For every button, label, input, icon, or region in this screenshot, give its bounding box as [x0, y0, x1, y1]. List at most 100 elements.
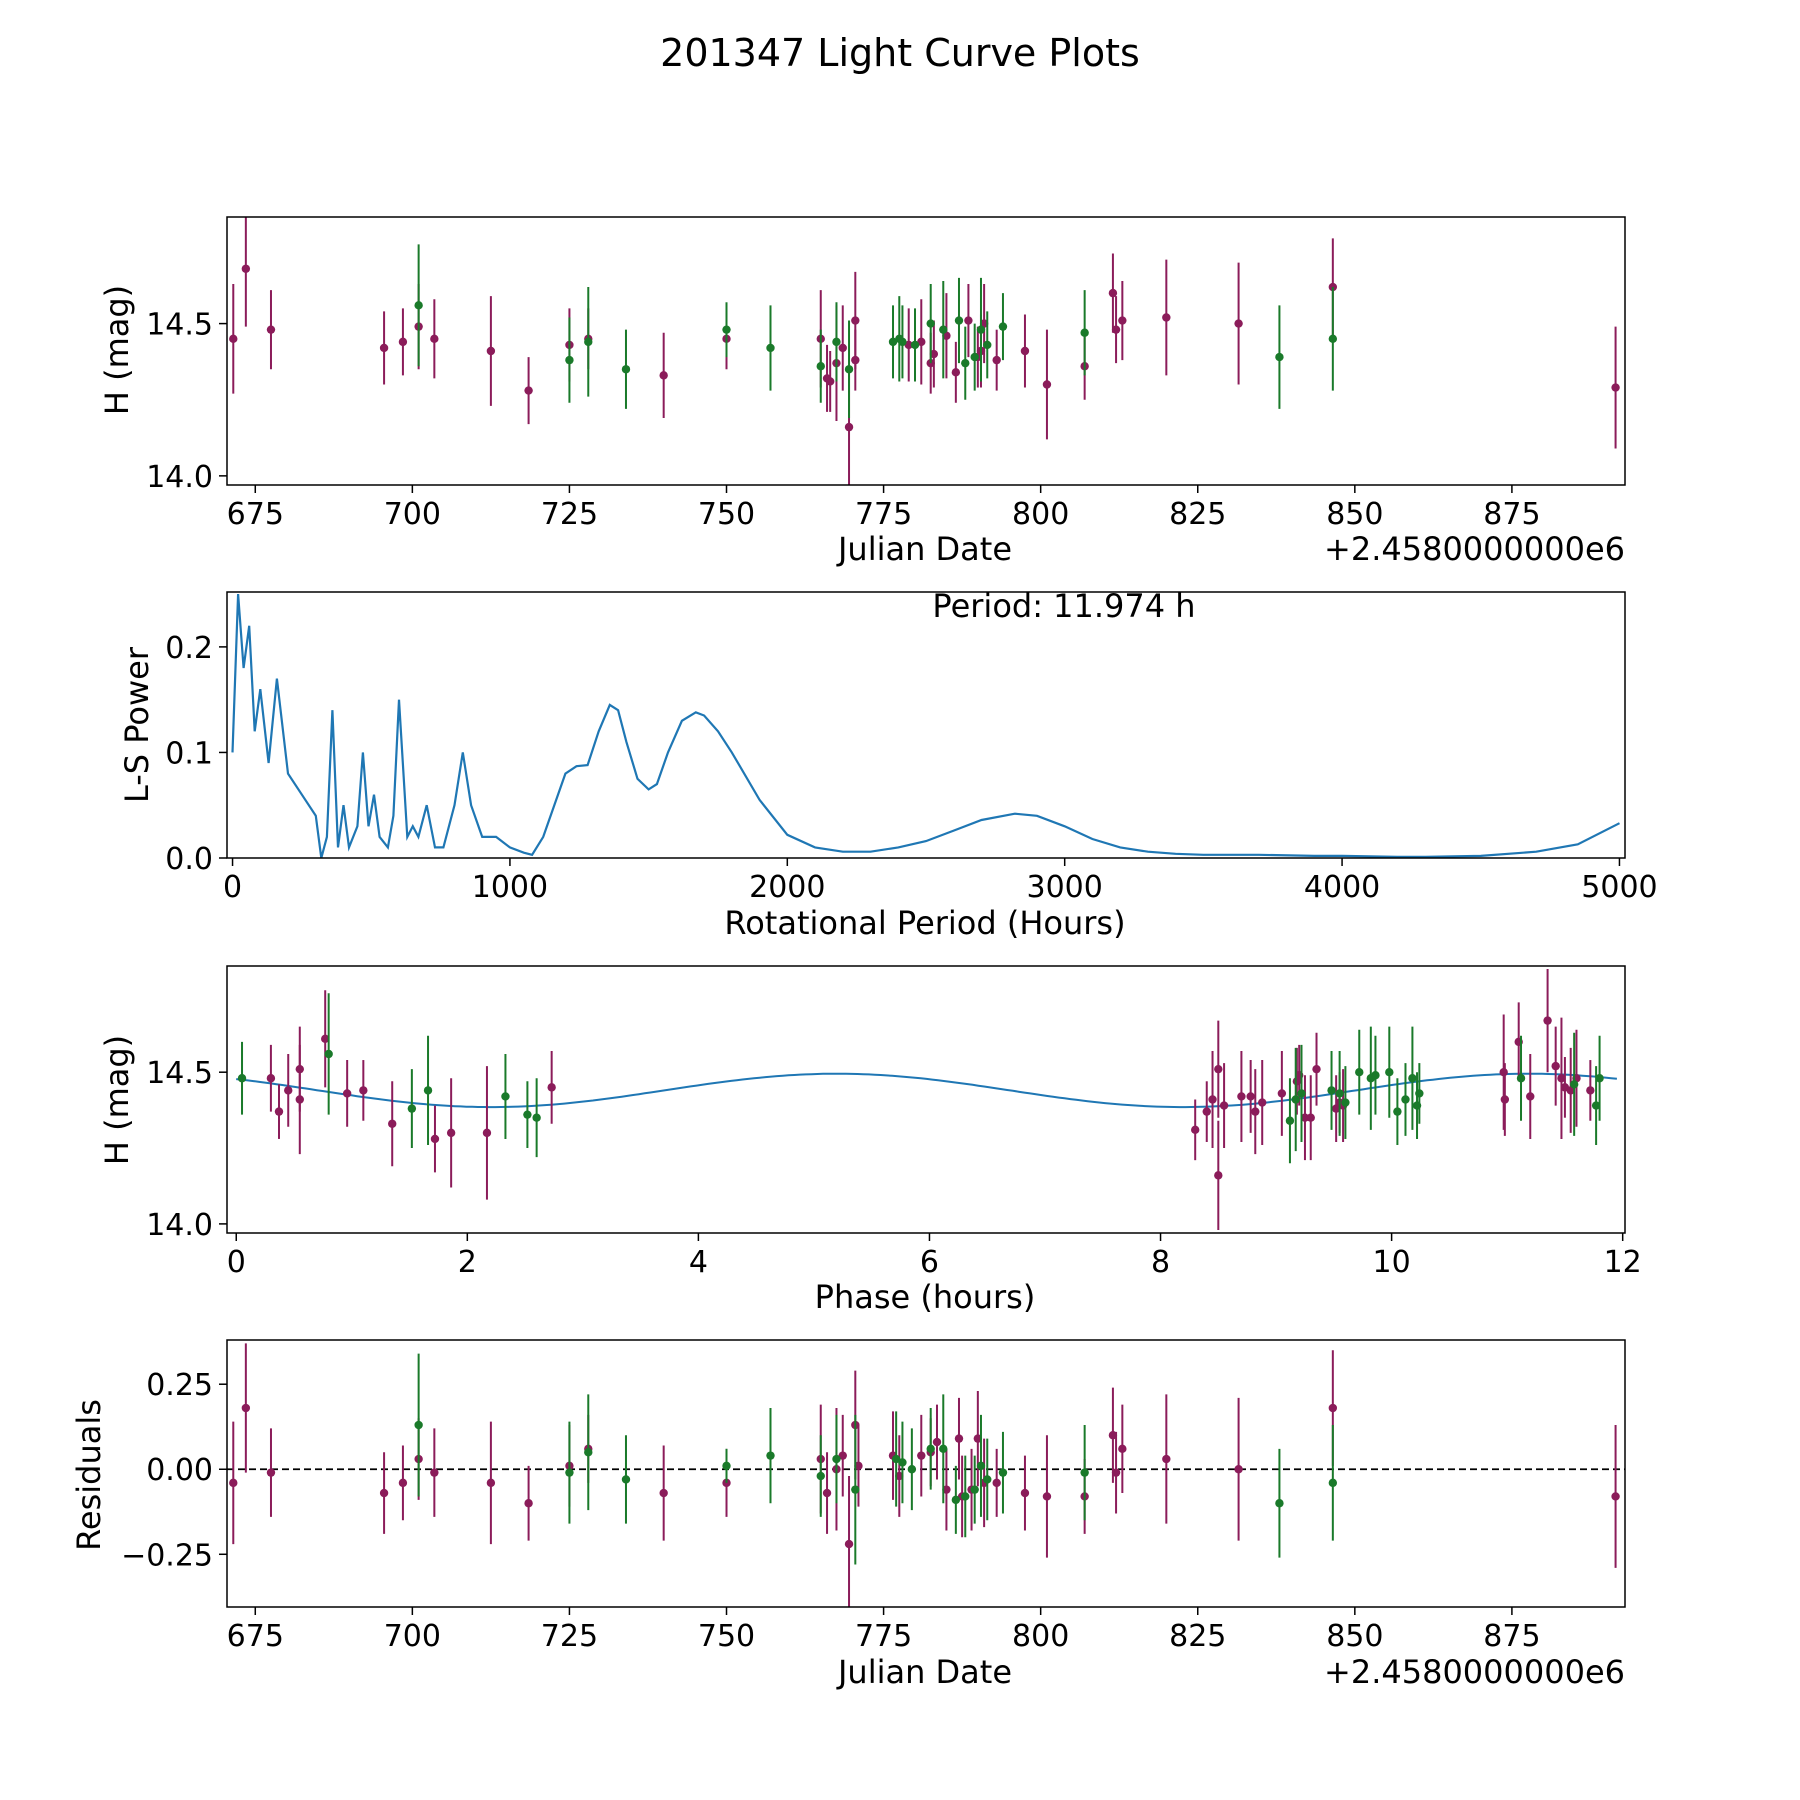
- lightcurve-purple-point: [929, 349, 939, 359]
- residuals-purple-point: [1234, 1465, 1243, 1474]
- residuals-purple-point: [1042, 1492, 1052, 1501]
- lightcurve-purple-point: [851, 355, 860, 365]
- phased-xtick-label: 12: [1604, 1245, 1642, 1280]
- phased-green-point: [1385, 1067, 1394, 1077]
- lightcurve-purple-point: [379, 343, 389, 353]
- lightcurve-ytick-label: 14.5: [146, 308, 213, 343]
- phased-green-point: [501, 1092, 510, 1101]
- lightcurve-purple-point: [904, 340, 913, 350]
- residuals-green-point: [961, 1492, 970, 1501]
- lightcurve-xlabel: Julian Date: [836, 530, 1012, 568]
- phased-ytick-label: 14.0: [146, 1208, 213, 1243]
- residuals-xtick-label: 700: [384, 1619, 441, 1654]
- phased-xtick-label: 6: [920, 1245, 939, 1280]
- lightcurve-xtick-label: 775: [855, 497, 912, 532]
- residuals-purple-point: [954, 1434, 964, 1443]
- period-annotation: Period: 11.974 h: [932, 587, 1195, 625]
- residuals-purple-point: [822, 1488, 832, 1498]
- residuals-offset-label: +2.4580000000e6: [1324, 1653, 1625, 1691]
- lightcurve-purple-point: [266, 325, 276, 334]
- lightcurve-green-point: [910, 340, 920, 350]
- residuals-green-point: [998, 1468, 1008, 1477]
- residuals-green-point: [907, 1465, 917, 1474]
- residuals-green-point: [584, 1448, 593, 1457]
- residuals-purple-point: [1118, 1444, 1127, 1454]
- phased-green-point: [1371, 1071, 1380, 1080]
- phased-xlabel: Phase (hours): [815, 1278, 1036, 1316]
- lightcurve-green-point: [722, 325, 731, 334]
- phased-purple-point: [547, 1083, 556, 1092]
- periodogram-xlabel: Rotational Period (Hours): [724, 904, 1125, 942]
- phased-green-point: [1569, 1080, 1579, 1089]
- phased-ytick-label: 14.5: [146, 1056, 213, 1091]
- residuals-purple-point: [379, 1488, 389, 1498]
- residuals-purple-point: [398, 1478, 408, 1488]
- lightcurve-green-point: [844, 365, 854, 374]
- lightcurve-purple-point: [1234, 319, 1243, 328]
- residuals-xtick-label: 775: [855, 1619, 912, 1654]
- phased-purple-point: [284, 1086, 293, 1095]
- residuals-xlabel: Julian Date: [836, 1653, 1012, 1691]
- residuals-green-point: [621, 1475, 631, 1484]
- residuals-purple-point: [1111, 1468, 1121, 1477]
- lightcurve-purple-point: [659, 371, 668, 380]
- residuals-purple-point: [973, 1434, 983, 1443]
- lightcurve-purple-point: [1162, 313, 1171, 322]
- lightcurve-green-point: [970, 352, 979, 362]
- phased-green-point: [407, 1104, 417, 1113]
- periodogram-xtick-label: 3000: [1027, 870, 1103, 905]
- phased-purple-point: [295, 1095, 304, 1104]
- residuals-purple-point: [659, 1488, 668, 1498]
- residuals-green-point: [722, 1461, 731, 1471]
- phased-green-point: [1285, 1116, 1295, 1125]
- lightcurve-purple-point: [1111, 325, 1121, 334]
- phased-purple-point: [1258, 1098, 1267, 1107]
- lightcurve-purple-point: [430, 334, 439, 344]
- phased-xtick-label: 8: [1151, 1245, 1170, 1280]
- lightcurve-purple-point: [524, 386, 533, 395]
- residuals-purple-point: [942, 1485, 951, 1494]
- residuals-purple-point: [844, 1539, 854, 1549]
- phased-green-point: [1393, 1107, 1402, 1116]
- phased-purple-point: [1586, 1086, 1595, 1095]
- periodogram-panel: Rotational Period (Hours) L-S Power Peri…: [118, 587, 1658, 942]
- phased-xtick-label: 4: [689, 1245, 708, 1280]
- phased-purple-point: [1306, 1113, 1315, 1122]
- residuals-xtick-label: 800: [1012, 1619, 1069, 1654]
- lightcurve-purple-point: [992, 355, 1001, 365]
- phased-purple-point: [1191, 1125, 1200, 1135]
- phased-green-point: [1591, 1101, 1601, 1110]
- phased-green-point: [1408, 1074, 1417, 1083]
- residuals-green-point: [565, 1468, 574, 1477]
- lightcurve-green-point: [1275, 352, 1284, 362]
- lightcurve-purple-point: [1328, 282, 1338, 292]
- periodogram-xtick-label: 4000: [1304, 870, 1380, 905]
- lightcurve-purple-point: [241, 264, 251, 273]
- periodogram-ytick-label: 0.0: [165, 842, 213, 877]
- periodogram-plot-area: [231, 594, 1620, 858]
- residuals-green-point: [851, 1485, 860, 1494]
- lightcurve-green-point: [816, 362, 825, 371]
- phased-purple-point: [1214, 1171, 1223, 1180]
- lightcurve-green-point: [1328, 334, 1338, 344]
- lightcurve-purple-point: [844, 422, 854, 432]
- lightcurve-frame: [226, 216, 1626, 486]
- residuals-panel: Julian Date +2.4580000000e6 Residuals 67…: [70, 1339, 1626, 1691]
- residuals-green-point: [898, 1458, 907, 1467]
- lightcurve-purple-point: [825, 377, 835, 386]
- residuals-ytick-label: 0.25: [146, 1368, 213, 1403]
- phased-purple-point: [1208, 1095, 1217, 1104]
- residuals-green-point: [816, 1471, 825, 1481]
- lightcurve-purple-point: [851, 316, 860, 325]
- phased-purple-point: [1277, 1089, 1287, 1098]
- residuals-ytick-label: 0.00: [146, 1453, 213, 1488]
- phased-panel: Phase (hours) H (mag) 0 2 4 6 8 10 12 14.0 14.5: [98, 965, 1642, 1316]
- lightcurve-purple-point: [398, 337, 408, 347]
- residuals-purple-point: [1328, 1403, 1338, 1413]
- residuals-green-point: [1328, 1478, 1338, 1488]
- lightcurve-green-point: [998, 322, 1008, 331]
- lightcurve-xtick-label: 800: [1012, 497, 1069, 532]
- lightcurve-green-point: [961, 358, 970, 368]
- residuals-purple-point: [992, 1478, 1001, 1488]
